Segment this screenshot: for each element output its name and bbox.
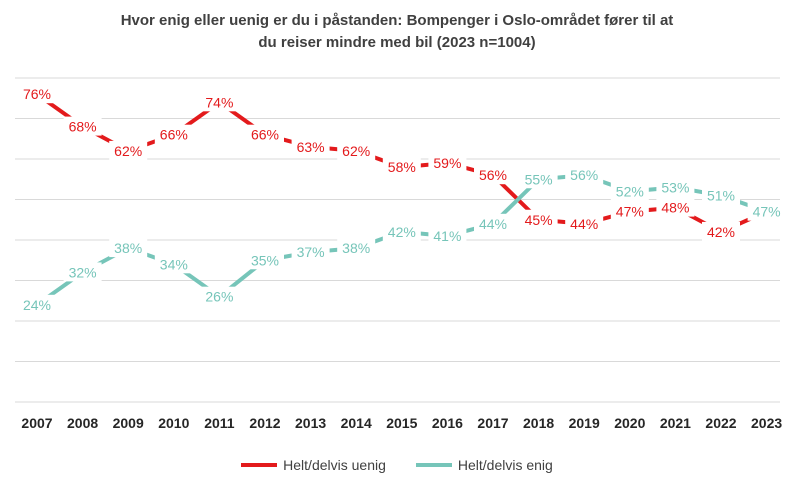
data-label: 58% bbox=[388, 159, 416, 175]
data-label: 74% bbox=[205, 94, 233, 110]
x-tick-label: 2015 bbox=[386, 415, 417, 431]
data-label: 45% bbox=[525, 212, 553, 228]
data-label-background bbox=[565, 213, 604, 233]
data-label: 42% bbox=[707, 224, 735, 240]
data-label-background bbox=[519, 169, 558, 189]
data-label: 42% bbox=[388, 224, 416, 240]
data-label-background bbox=[382, 157, 421, 177]
data-label-background bbox=[428, 225, 467, 245]
data-label-background bbox=[109, 238, 148, 258]
data-label: 38% bbox=[342, 240, 370, 256]
data-label: 35% bbox=[251, 252, 279, 268]
x-tick-label: 2013 bbox=[295, 415, 326, 431]
data-label: 76% bbox=[23, 86, 51, 102]
x-axis-ticks: 2007 2008 2009 2010 2011 2012 2013 2014 2015 2016… bbox=[21, 415, 782, 431]
x-tick-label: 2012 bbox=[249, 415, 280, 431]
data-label-background bbox=[702, 221, 740, 241]
x-tick-label: 2007 bbox=[21, 415, 52, 431]
data-label-background bbox=[63, 116, 102, 136]
data-label: 51% bbox=[707, 187, 735, 203]
data-label-background bbox=[291, 242, 330, 262]
legend-label-enig: Helt/delvis enig bbox=[457, 457, 553, 473]
data-labels: 76% 68% 62% 66% 74% 66% 63% 62% 58% 59% 56% 45% 44% 4… bbox=[18, 84, 786, 314]
x-tick-label: 2023 bbox=[751, 415, 782, 431]
data-label: 32% bbox=[69, 264, 97, 280]
data-label-background bbox=[610, 201, 649, 221]
data-label: 63% bbox=[297, 139, 325, 155]
chart-title-line-2: du reiser mindre med bil (2023 n=1004) bbox=[258, 34, 536, 51]
data-label: 66% bbox=[160, 127, 188, 143]
data-label-background bbox=[246, 250, 284, 270]
legend-label-uenig: Helt/delvis uenig bbox=[283, 457, 386, 473]
x-tick-label: 2017 bbox=[477, 415, 508, 431]
data-label: 55% bbox=[525, 171, 553, 187]
data-label: 52% bbox=[616, 183, 644, 199]
data-label: 41% bbox=[433, 228, 461, 244]
data-label: 38% bbox=[114, 240, 142, 256]
data-label-background bbox=[63, 262, 102, 282]
data-label-background bbox=[656, 177, 695, 197]
x-tick-label: 2014 bbox=[341, 415, 372, 431]
legend-swatch-enig bbox=[415, 463, 452, 467]
data-label-background bbox=[291, 136, 330, 156]
data-label-background bbox=[200, 92, 239, 112]
data-label: 26% bbox=[205, 289, 233, 305]
data-label-background bbox=[656, 197, 695, 217]
data-label-background bbox=[18, 294, 56, 314]
data-label-background bbox=[109, 140, 148, 160]
legend-item-uenig: Helt/delvis uenig bbox=[241, 457, 386, 473]
x-tick-label: 2008 bbox=[67, 415, 98, 431]
data-label: 66% bbox=[251, 127, 279, 143]
data-label: 62% bbox=[342, 143, 370, 159]
data-label-background bbox=[702, 185, 740, 205]
x-tick-label: 2009 bbox=[113, 415, 144, 431]
data-label: 62% bbox=[114, 143, 142, 159]
chart-title: Hvor enig eller uenig er du i påstanden:… bbox=[0, 10, 794, 54]
data-label: 44% bbox=[570, 216, 598, 232]
data-label: 68% bbox=[69, 119, 97, 135]
data-label-background bbox=[428, 153, 467, 173]
x-tick-label: 2016 bbox=[432, 415, 463, 431]
x-tick-label: 2011 bbox=[204, 415, 235, 431]
data-label-background bbox=[610, 181, 649, 201]
data-label: 59% bbox=[433, 155, 461, 171]
data-label: 56% bbox=[570, 167, 598, 183]
data-label-background bbox=[474, 165, 512, 185]
data-label: 47% bbox=[753, 204, 781, 220]
data-label: 48% bbox=[661, 200, 689, 216]
data-label-background bbox=[747, 201, 786, 221]
legend: Helt/delvis uenig Helt/delvis enig bbox=[0, 457, 794, 473]
x-tick-label: 2022 bbox=[705, 415, 736, 431]
data-label-background bbox=[18, 84, 56, 104]
data-label-background bbox=[565, 165, 604, 185]
data-label-background bbox=[337, 140, 376, 160]
data-label: 53% bbox=[661, 179, 689, 195]
data-label-background bbox=[200, 286, 239, 306]
x-tick-label: 2021 bbox=[660, 415, 691, 431]
data-label: 37% bbox=[297, 244, 325, 260]
data-label-background bbox=[474, 213, 512, 233]
data-label-background bbox=[337, 238, 376, 258]
data-label-background bbox=[519, 209, 558, 229]
data-label: 56% bbox=[479, 167, 507, 183]
data-label: 44% bbox=[479, 216, 507, 232]
data-label: 34% bbox=[160, 256, 188, 272]
data-label: 24% bbox=[23, 297, 51, 313]
data-label: 47% bbox=[616, 204, 644, 220]
x-tick-label: 2018 bbox=[523, 415, 554, 431]
legend-swatch-uenig bbox=[241, 463, 278, 467]
x-tick-label: 2019 bbox=[569, 415, 600, 431]
data-label-background bbox=[246, 124, 284, 144]
chart-title-line-1: Hvor enig eller uenig er du i påstanden:… bbox=[120, 12, 674, 29]
data-label-background bbox=[154, 124, 193, 144]
x-tick-label: 2020 bbox=[614, 415, 645, 431]
data-label-background bbox=[154, 254, 193, 274]
x-tick-label: 2010 bbox=[158, 415, 189, 431]
data-label-background bbox=[382, 221, 421, 241]
legend-item-enig: Helt/delvis enig bbox=[415, 457, 553, 473]
